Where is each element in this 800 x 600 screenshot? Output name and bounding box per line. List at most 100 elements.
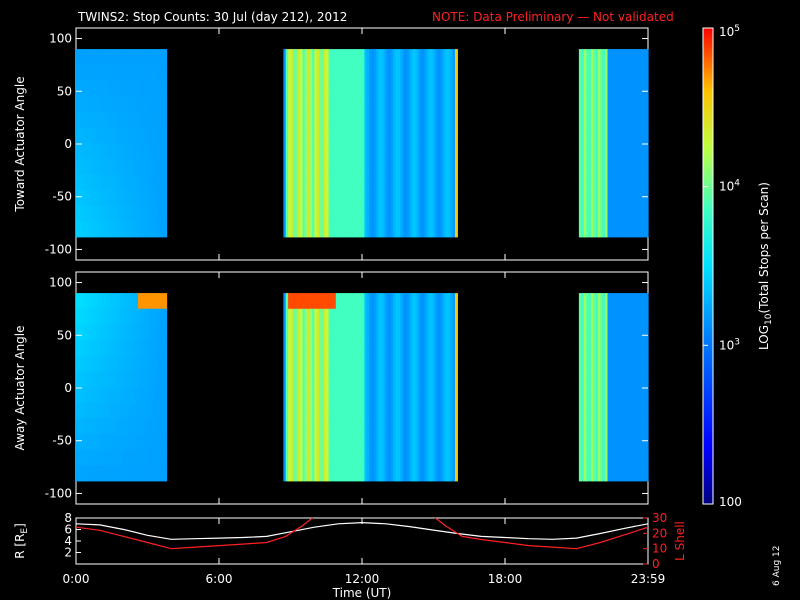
heatmap-cell xyxy=(338,293,342,310)
heatmap-cell xyxy=(612,386,616,404)
heatmap-cell xyxy=(617,371,620,388)
heatmap-cell xyxy=(412,189,416,207)
heatmap-cell xyxy=(99,174,103,191)
heatmap-cell xyxy=(369,465,373,482)
heatmap-cell xyxy=(626,127,630,144)
heatmap-cell xyxy=(333,221,337,238)
heatmap-cell xyxy=(304,64,308,81)
heatmap-cell xyxy=(116,465,120,482)
heatmap-cell xyxy=(369,371,373,388)
heatmap-cell xyxy=(364,80,368,97)
heatmap-cell xyxy=(118,221,122,238)
heatmap-cell xyxy=(643,127,647,144)
heatmap-cell xyxy=(397,174,401,191)
heatmap-cell xyxy=(359,293,363,310)
heatmap-cell xyxy=(130,355,134,372)
heatmap-cell xyxy=(87,142,91,160)
heatmap-cell xyxy=(397,80,401,97)
heatmap-cell xyxy=(428,158,432,175)
heatmap-cell xyxy=(92,340,96,357)
heatmap-cell xyxy=(614,465,618,482)
heatmap-cell xyxy=(426,49,430,66)
heatmap-cell xyxy=(385,221,389,238)
heatmap-cell xyxy=(109,221,113,238)
r-tick-label: 4 xyxy=(64,534,72,548)
heatmap-cell xyxy=(159,158,163,175)
heatmap-cell xyxy=(443,205,447,222)
heatmap-cell xyxy=(345,386,349,404)
heatmap-cell xyxy=(364,221,368,238)
heatmap-cell xyxy=(378,340,382,357)
heatmap-cell xyxy=(302,189,306,207)
heatmap-cell xyxy=(116,142,120,160)
heatmap-cell xyxy=(614,158,618,175)
heatmap-cell xyxy=(157,465,161,482)
heatmap-cell xyxy=(628,64,632,81)
heatmap-cell xyxy=(290,418,294,435)
heatmap-cell xyxy=(452,49,456,66)
heatmap-cell xyxy=(414,449,418,466)
heatmap-cell xyxy=(392,449,396,466)
heatmap-cell xyxy=(130,465,134,482)
heatmap-cell xyxy=(323,64,327,81)
heatmap-cell xyxy=(142,418,146,435)
heatmap-cell xyxy=(323,80,327,97)
heatmap-cell xyxy=(590,64,594,81)
heatmap-cell xyxy=(435,142,439,160)
heatmap-cell xyxy=(359,127,363,144)
heatmap-cell xyxy=(419,340,423,357)
heatmap-cell xyxy=(331,465,334,482)
heatmap-cell xyxy=(590,111,594,128)
heatmap-cell xyxy=(283,402,287,419)
heatmap-cell xyxy=(130,158,134,175)
heatmap-cell xyxy=(335,64,339,81)
heatmap-cell xyxy=(419,371,423,388)
heatmap-cell xyxy=(316,324,320,341)
heatmap-cell xyxy=(412,324,416,341)
heatmap-cell xyxy=(612,111,616,128)
heatmap-cell xyxy=(292,142,296,160)
heatmap-cell xyxy=(130,402,134,419)
heatmap-cell xyxy=(335,355,339,372)
heatmap-cell xyxy=(345,449,349,466)
heatmap-cell xyxy=(297,449,301,466)
heatmap-cell xyxy=(331,127,334,144)
heatmap-cell xyxy=(328,64,332,81)
heatmap-cell xyxy=(285,64,289,81)
heatmap-cell xyxy=(423,465,427,482)
heatmap-cell xyxy=(395,142,399,160)
heatmap-cell xyxy=(137,340,141,357)
heatmap-cell xyxy=(142,449,146,466)
heatmap-cell xyxy=(76,308,79,325)
heatmap-cell xyxy=(435,174,439,191)
heatmap-cell xyxy=(292,49,296,66)
heatmap-cell xyxy=(126,433,130,451)
heatmap-cell xyxy=(376,64,380,81)
heatmap-cell xyxy=(643,174,647,191)
heatmap-cell xyxy=(435,96,439,113)
heatmap-cell xyxy=(95,174,99,191)
heatmap-cell xyxy=(636,308,640,325)
heatmap-cell xyxy=(412,371,416,388)
heatmap-cell xyxy=(87,465,91,482)
heatmap-cell xyxy=(76,324,79,341)
heatmap-cell xyxy=(414,111,418,128)
heatmap-cell xyxy=(338,433,342,451)
heatmap-cell xyxy=(602,174,606,191)
heatmap-cell xyxy=(328,465,332,482)
heatmap-cell xyxy=(333,355,337,372)
heatmap-cell xyxy=(328,174,332,191)
heatmap-cell xyxy=(357,402,361,419)
heatmap-cell xyxy=(392,127,396,144)
heatmap-cell xyxy=(609,96,613,113)
heatmap-cell xyxy=(161,402,165,419)
heatmap-cell xyxy=(95,64,99,81)
heatmap-cell xyxy=(347,221,351,238)
heatmap-cell xyxy=(283,174,287,191)
heatmap-cell xyxy=(593,158,597,175)
lshell-series-line xyxy=(76,518,648,550)
heatmap-cell xyxy=(595,142,599,160)
heatmap-cell xyxy=(378,221,382,238)
heatmap-cell xyxy=(295,308,299,325)
heatmap-cell xyxy=(347,418,351,435)
